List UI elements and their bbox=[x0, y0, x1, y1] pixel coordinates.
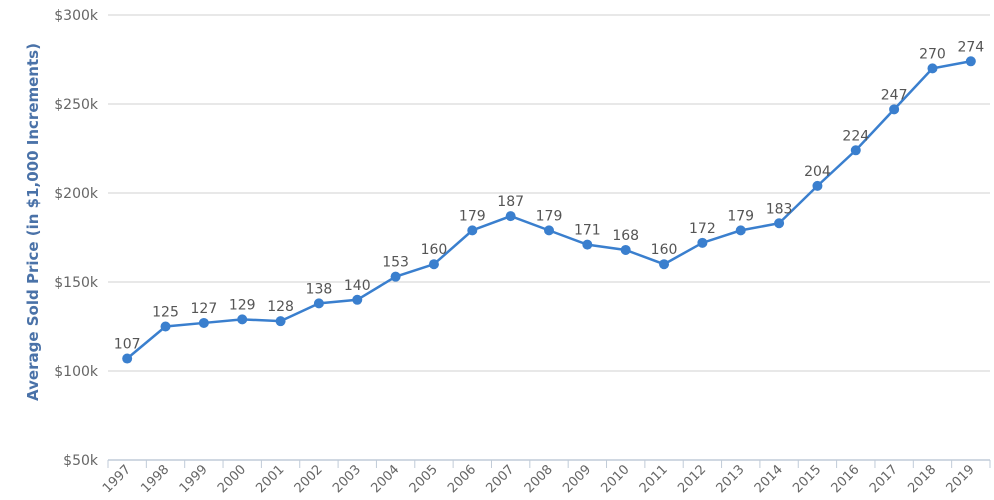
data-point bbox=[850, 145, 861, 156]
data-point bbox=[352, 294, 363, 305]
data-point bbox=[313, 298, 324, 309]
data-label: 270 bbox=[919, 46, 946, 62]
data-point bbox=[582, 239, 593, 250]
data-label: 204 bbox=[804, 164, 831, 180]
data-label: 187 bbox=[497, 194, 524, 210]
x-tick-label: 2003 bbox=[330, 462, 364, 496]
data-point bbox=[774, 218, 785, 229]
data-label: 128 bbox=[267, 299, 294, 315]
x-tick-label: 2018 bbox=[905, 462, 939, 496]
data-point bbox=[428, 259, 439, 270]
data-label: 247 bbox=[881, 87, 908, 103]
y-axis-title: Average Sold Price (in $1,000 Increments… bbox=[24, 43, 42, 401]
x-tick-label: 2009 bbox=[560, 462, 594, 496]
x-tick-label: 2015 bbox=[790, 462, 824, 496]
x-tick-label: 1999 bbox=[177, 462, 211, 496]
data-point bbox=[889, 104, 900, 115]
data-point bbox=[927, 63, 938, 74]
y-tick-label: $300k bbox=[54, 8, 99, 24]
data-label: 125 bbox=[152, 305, 179, 321]
data-label: 183 bbox=[766, 201, 793, 217]
data-point bbox=[390, 271, 401, 282]
x-tick-label: 2002 bbox=[292, 462, 326, 496]
data-point bbox=[965, 56, 976, 67]
x-tick-label: 2001 bbox=[253, 462, 287, 496]
data-point bbox=[467, 225, 478, 236]
data-point bbox=[812, 180, 823, 191]
data-point bbox=[198, 317, 209, 328]
y-tick-label: $200k bbox=[54, 186, 99, 202]
x-tick-label: 2008 bbox=[522, 462, 556, 496]
data-point bbox=[620, 244, 631, 255]
data-point bbox=[237, 314, 248, 325]
data-point bbox=[697, 237, 708, 248]
data-label: 140 bbox=[344, 278, 371, 294]
x-tick-label: 2005 bbox=[407, 462, 441, 496]
data-label: 179 bbox=[459, 208, 486, 224]
data-label: 160 bbox=[651, 242, 678, 258]
x-tick-label: 1997 bbox=[100, 462, 134, 496]
x-tick-label: 2004 bbox=[368, 462, 402, 496]
data-point bbox=[659, 259, 670, 270]
data-label: 138 bbox=[306, 281, 333, 297]
x-tick-label: 2010 bbox=[599, 462, 633, 496]
x-tick-label: 2013 bbox=[714, 462, 748, 496]
data-point bbox=[735, 225, 746, 236]
x-tick-label: 2019 bbox=[944, 462, 978, 496]
x-tick-label: 2014 bbox=[752, 462, 786, 496]
data-point bbox=[505, 211, 516, 222]
data-label: 179 bbox=[727, 208, 754, 224]
data-label: 172 bbox=[689, 221, 716, 237]
x-tick-label: 2011 bbox=[637, 462, 671, 496]
x-tick-label: 2007 bbox=[483, 462, 517, 496]
data-point bbox=[160, 321, 171, 332]
data-label: 129 bbox=[229, 297, 256, 313]
data-label: 107 bbox=[114, 337, 141, 353]
data-label: 168 bbox=[612, 228, 639, 244]
x-tick-label: 2012 bbox=[675, 462, 709, 496]
data-point bbox=[122, 353, 133, 364]
data-label: 127 bbox=[191, 301, 218, 317]
y-tick-label: $50k bbox=[63, 453, 99, 469]
data-point bbox=[544, 225, 554, 236]
y-tick-label: $150k bbox=[54, 275, 99, 291]
data-label: 160 bbox=[421, 242, 448, 258]
x-tick-label: 1998 bbox=[138, 462, 172, 496]
data-label: 224 bbox=[842, 128, 869, 144]
data-label: 274 bbox=[957, 39, 984, 55]
x-tick-label: 2016 bbox=[829, 462, 863, 496]
x-tick-label: 2017 bbox=[867, 462, 901, 496]
x-tick-label: 2000 bbox=[215, 462, 249, 496]
y-tick-label: $250k bbox=[54, 97, 99, 113]
data-label: 179 bbox=[536, 208, 563, 224]
data-label: 153 bbox=[382, 255, 409, 271]
data-label: 171 bbox=[574, 223, 601, 239]
y-tick-label: $100k bbox=[54, 364, 99, 380]
x-tick-label: 2006 bbox=[445, 462, 479, 496]
data-point bbox=[275, 316, 286, 327]
